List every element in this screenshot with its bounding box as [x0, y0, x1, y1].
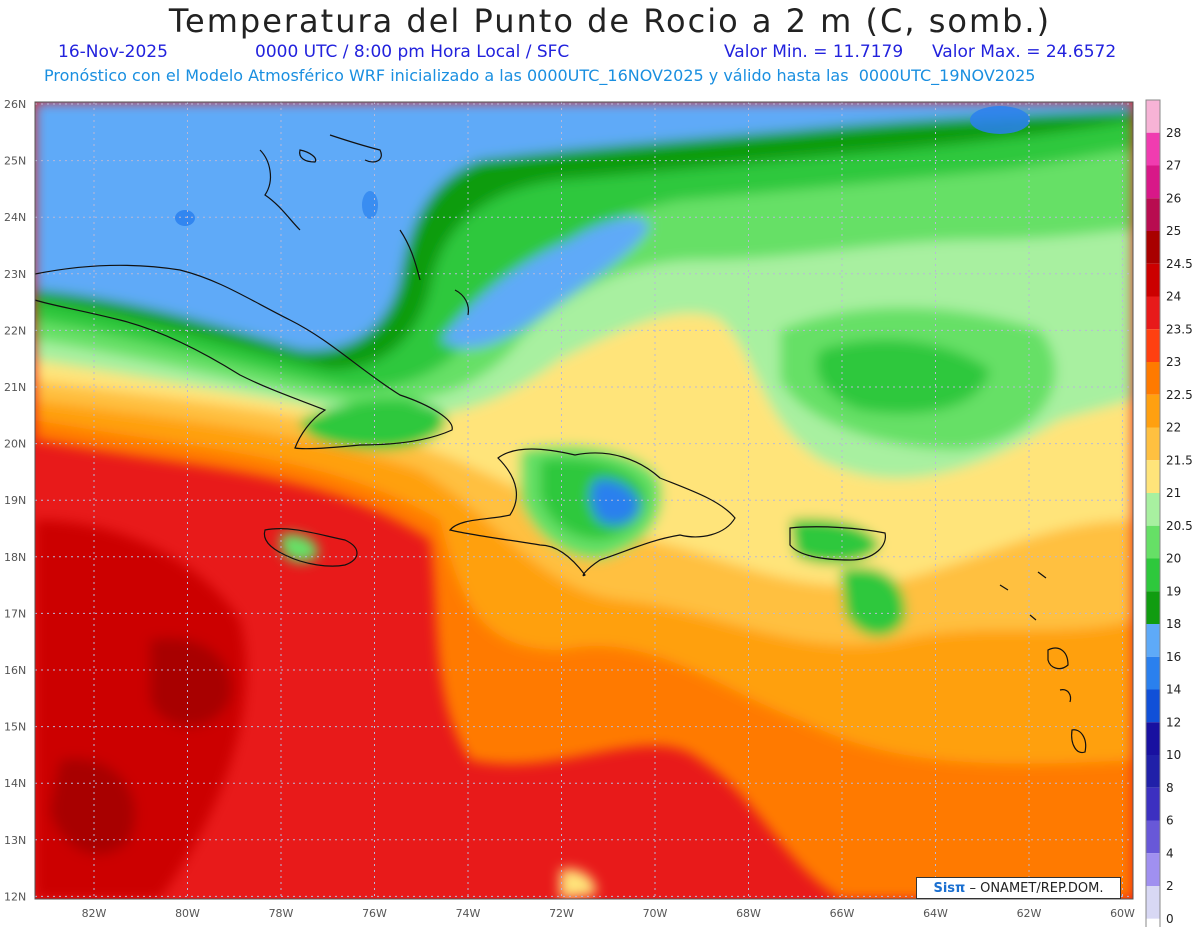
credit-text: – ONAMET/REP.DOM.: [969, 881, 1104, 896]
lat-label: 12N: [4, 890, 26, 903]
lat-label: 15N: [4, 721, 26, 734]
legend-label: 23: [1166, 355, 1181, 369]
lon-label: 78W: [269, 907, 294, 920]
lat-label: 26N: [4, 98, 26, 111]
legend-swatch: [1146, 394, 1160, 428]
legend-label: 18: [1166, 617, 1181, 631]
legend-swatch: [1146, 853, 1160, 886]
legend-swatch: [1146, 165, 1160, 199]
legend-label: 22: [1166, 421, 1181, 435]
legend-swatch: [1146, 787, 1160, 821]
legend-label: 28: [1166, 126, 1181, 140]
lat-lon-grid: [35, 102, 1133, 899]
lat-label: 25N: [4, 155, 26, 168]
legend-label: 10: [1166, 748, 1181, 762]
lon-label: 74W: [456, 907, 481, 920]
legend-frame: [1145, 99, 1161, 927]
legend-label: 21: [1166, 486, 1181, 500]
latitude-labels: 26N 25N 24N 23N 22N 21N 20N 19N 18N 17N 16N 15N 14N 1…: [4, 98, 26, 903]
coastlines: [34, 134, 1087, 754]
lon-label: 82W: [82, 907, 107, 920]
lon-label: 62W: [1017, 907, 1042, 920]
dew-point-field: [35, 102, 1133, 899]
legend-label: 19: [1166, 584, 1181, 598]
longitude-labels: 82W 80W 78W 76W 74W 72W 70W 68W 66W 64W 62W 60W: [82, 907, 1135, 920]
lat-label: 13N: [4, 834, 26, 847]
legend-label: 20.5: [1166, 519, 1193, 533]
legend-swatch: [1146, 558, 1160, 592]
legend-swatch: [1146, 198, 1160, 231]
legend-label: 26: [1166, 191, 1181, 205]
legend-label: 16: [1166, 650, 1181, 664]
legend-swatch: [1146, 296, 1160, 330]
lon-label: 68W: [736, 907, 761, 920]
legend-swatch: [1146, 460, 1160, 493]
lon-label: 76W: [362, 907, 387, 920]
legend-label: 12: [1166, 715, 1181, 729]
legend-swatch: [1146, 263, 1160, 297]
map-title: Temperatura del Punto de Rocio a 2 m (C,…: [168, 2, 1052, 40]
legend-swatch: [1146, 100, 1160, 133]
legend-label: 21.5: [1166, 453, 1193, 467]
legend-swatch: [1146, 624, 1160, 657]
legend-swatch: [1146, 689, 1160, 723]
legend-swatch: [1146, 656, 1160, 690]
forecast-time: 0000 UTC / 8:00 pm Hora Local / SFC: [255, 42, 570, 62]
legend-label: 0: [1166, 912, 1174, 926]
legend-swatch: [1146, 755, 1160, 788]
legend-swatch: [1146, 493, 1160, 526]
legend-label: 2: [1166, 879, 1174, 893]
legend-label: 22.5: [1166, 388, 1193, 402]
legend-swatch: [1146, 329, 1160, 362]
lat-label: 24N: [4, 211, 26, 224]
lon-label: 64W: [923, 907, 948, 920]
legend-swatch: [1146, 722, 1160, 755]
lat-label: 18N: [4, 551, 26, 564]
sispi-logo-text: Sisπ: [933, 881, 966, 896]
legend-swatch: [1146, 427, 1160, 461]
lat-label: 21N: [4, 381, 26, 394]
max-value: Valor Max. = 24.6572: [932, 42, 1117, 62]
legend-swatch: [1146, 362, 1160, 395]
legend-label: 20: [1166, 552, 1181, 566]
legend-label: 27: [1166, 159, 1181, 173]
legend-swatch: [1146, 591, 1160, 624]
legend-swatch: [1146, 231, 1160, 264]
credit-box: Sisπ – ONAMET/REP.DOM.: [916, 877, 1121, 899]
lon-label: 80W: [175, 907, 200, 920]
legend-label: 24: [1166, 290, 1181, 304]
legend-label: 8: [1166, 781, 1174, 795]
lon-label: 72W: [549, 907, 574, 920]
lat-label: 23N: [4, 268, 26, 281]
legend-swatch: [1146, 525, 1160, 559]
lon-label: 66W: [830, 907, 855, 920]
lat-label: 14N: [4, 777, 26, 790]
legend-swatch: [1146, 886, 1160, 919]
map-frame: [34, 101, 1134, 900]
legend-swatch: [1146, 820, 1160, 854]
color-legend: 2827262524.52423.52322.52221.52120.52019…: [1145, 99, 1193, 927]
legend-label: 25: [1166, 224, 1181, 238]
min-value: Valor Min. = 11.7179: [724, 42, 904, 62]
forecast-date: 16-Nov-2025: [58, 42, 168, 62]
lat-label: 16N: [4, 664, 26, 677]
lon-label: 70W: [643, 907, 668, 920]
legend-label: 14: [1166, 683, 1181, 697]
legend-label: 24.5: [1166, 257, 1193, 271]
lat-label: 22N: [4, 324, 26, 337]
legend-label: 6: [1166, 814, 1174, 828]
legend-swatch-bottom: [1146, 918, 1160, 927]
lat-label: 19N: [4, 494, 26, 507]
lon-label: 60W: [1110, 907, 1135, 920]
lat-label: 20N: [4, 438, 26, 451]
model-description: Pronóstico con el Modelo Atmosférico WRF…: [44, 66, 1036, 85]
legend-label: 4: [1166, 846, 1174, 860]
legend-label: 23.5: [1166, 322, 1193, 336]
lat-label: 17N: [4, 607, 26, 620]
legend-swatch: [1146, 132, 1160, 166]
